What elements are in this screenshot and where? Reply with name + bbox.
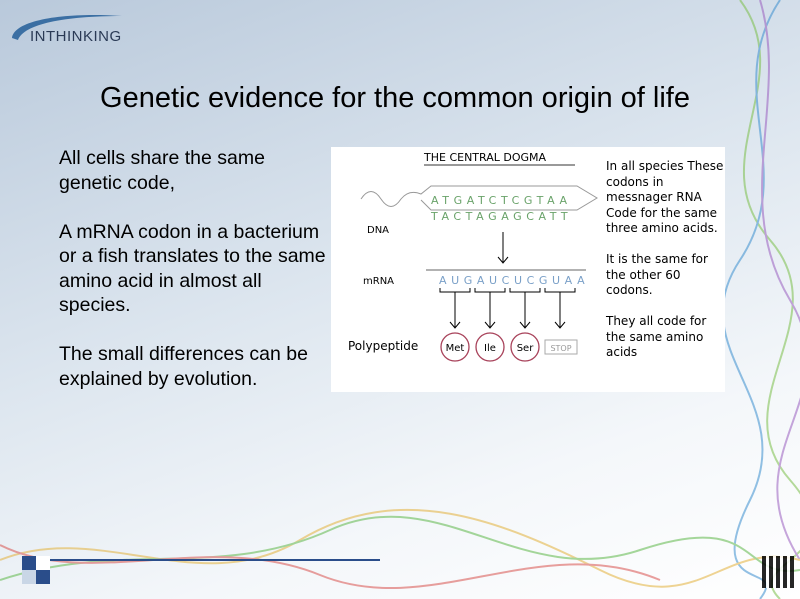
side-paragraph: They all code for the same amino acids	[606, 314, 707, 359]
amino-acid-ser: Ser	[517, 343, 535, 354]
mrna-sequence: AUGAUCUCGUAA	[439, 274, 589, 287]
stop-codon: STOP	[550, 344, 571, 353]
polypeptide-label: Polypeptide	[348, 339, 418, 353]
body-text: All cells share the same genetic code, A…	[59, 146, 329, 416]
mrna-label: mRNA	[363, 276, 394, 287]
central-dogma-diagram: THE CENTRAL DOGMA ATGATCTCGTAA TACTAGAGC…	[348, 151, 598, 362]
amino-acid-met: Met	[446, 343, 465, 354]
figure-heading: THE CENTRAL DOGMA	[423, 151, 547, 164]
side-paragraph: In all species These codons in messnager…	[606, 159, 724, 235]
corner-square	[22, 570, 36, 584]
amino-acid-ile: Ile	[484, 343, 496, 354]
paragraph: The small differences can be explained b…	[59, 343, 308, 390]
paragraph: A mRNA codon in a bacterium or a fish tr…	[59, 220, 326, 317]
slide-title: Genetic evidence for the common origin o…	[100, 82, 690, 114]
footer-divider	[50, 559, 380, 561]
logo-text: INTHINKING	[30, 28, 122, 45]
dna-bottom-strand: TACTAGAGCATT	[430, 210, 572, 223]
dna-label: DNA	[367, 225, 389, 236]
corner-square	[36, 556, 50, 570]
dna-top-strand: ATGATCTCGTAA	[431, 194, 572, 207]
corner-square	[36, 570, 50, 584]
paragraph: All cells share the same genetic code,	[59, 147, 265, 194]
qr-code-icon	[762, 556, 794, 588]
corner-square	[22, 556, 36, 570]
side-paragraph: It is the same for the other 60 codons.	[606, 252, 708, 297]
side-text: In all species These codons in messnager…	[606, 159, 724, 376]
inthinking-logo: INTHINKING	[4, 6, 134, 46]
central-dogma-figure: THE CENTRAL DOGMA ATGATCTCGTAA TACTAGAGC…	[331, 147, 725, 392]
